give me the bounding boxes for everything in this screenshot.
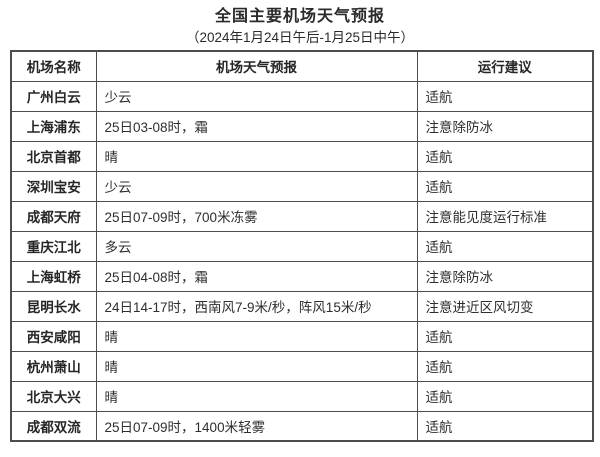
weather-forecast: 晴	[95, 350, 418, 382]
table-row: 上海虹桥 25日04-08时，霜 注意除防冰	[10, 260, 594, 292]
table-row: 上海浦东 25日03-08时，霜 注意除防冰	[10, 110, 594, 142]
weather-forecast: 少云	[95, 170, 418, 202]
table-row: 成都双流 25日07-09时，1400米轻雾 适航	[10, 410, 594, 442]
airport-name: 广州白云	[10, 80, 97, 112]
operation-advice: 适航	[416, 320, 594, 352]
airport-weather-table: 机场名称 机场天气预报 运行建议 广州白云 少云 适航 上海浦东 25日03-0…	[10, 50, 594, 442]
header-airport-name: 机场名称	[10, 50, 97, 82]
table-row: 西安咸阳 晴 适航	[10, 320, 594, 352]
weather-forecast: 多云	[95, 230, 418, 262]
weather-forecast: 少云	[95, 80, 418, 112]
operation-advice: 注意除防冰	[416, 110, 594, 142]
airport-name: 杭州萧山	[10, 350, 97, 382]
table-row: 成都天府 25日07-09时，700米冻雾 注意能见度运行标准	[10, 200, 594, 232]
table-row: 广州白云 少云 适航	[10, 80, 594, 112]
airport-name: 昆明长水	[10, 290, 97, 322]
airport-name: 深圳宝安	[10, 170, 97, 202]
operation-advice: 适航	[416, 140, 594, 172]
operation-advice: 适航	[416, 170, 594, 202]
header-weather-forecast: 机场天气预报	[95, 50, 418, 82]
airport-name: 北京大兴	[10, 380, 97, 412]
page-title: 全国主要机场天气预报	[214, 8, 385, 25]
table-row: 杭州萧山 晴 适航	[10, 350, 594, 382]
airport-name: 北京首都	[10, 140, 97, 172]
airport-name: 上海浦东	[10, 110, 97, 142]
table-header-row: 机场名称 机场天气预报 运行建议	[10, 50, 594, 82]
header-operation-advice: 运行建议	[416, 50, 594, 82]
weather-forecast: 晴	[95, 380, 418, 412]
weather-forecast: 25日04-08时，霜	[95, 260, 418, 292]
operation-advice: 适航	[416, 380, 594, 412]
table-row: 重庆江北 多云 适航	[10, 230, 594, 262]
weather-forecast: 晴	[95, 320, 418, 352]
weather-forecast: 25日03-08时，霜	[95, 110, 418, 142]
airport-name: 重庆江北	[10, 230, 97, 262]
operation-advice: 适航	[416, 410, 594, 442]
operation-advice: 适航	[416, 230, 594, 262]
weather-forecast: 25日07-09时，1400米轻雾	[95, 410, 418, 442]
airport-name: 上海虹桥	[10, 260, 97, 292]
operation-advice: 适航	[416, 350, 594, 382]
airport-name: 成都双流	[10, 410, 97, 442]
airport-name: 西安咸阳	[10, 320, 97, 352]
table-row: 深圳宝安 少云 适航	[10, 170, 594, 202]
weather-forecast: 晴	[95, 140, 418, 172]
weather-forecast: 24日14-17时，西南风7-9米/秒，阵风15米/秒	[95, 290, 418, 322]
operation-advice: 注意除防冰	[416, 260, 594, 292]
airport-name: 成都天府	[10, 200, 97, 232]
operation-advice: 注意进近区风切变	[416, 290, 594, 322]
operation-advice: 注意能见度运行标准	[416, 200, 594, 232]
table-row: 昆明长水 24日14-17时，西南风7-9米/秒，阵风15米/秒 注意进近区风切…	[10, 290, 594, 322]
operation-advice: 适航	[416, 80, 594, 112]
table-row: 北京大兴 晴 适航	[10, 380, 594, 412]
page-subtitle: （2024年1月24日午后-1月25日中午）	[185, 30, 415, 45]
weather-forecast: 25日07-09时，700米冻雾	[95, 200, 418, 232]
table-row: 北京首都 晴 适航	[10, 140, 594, 172]
